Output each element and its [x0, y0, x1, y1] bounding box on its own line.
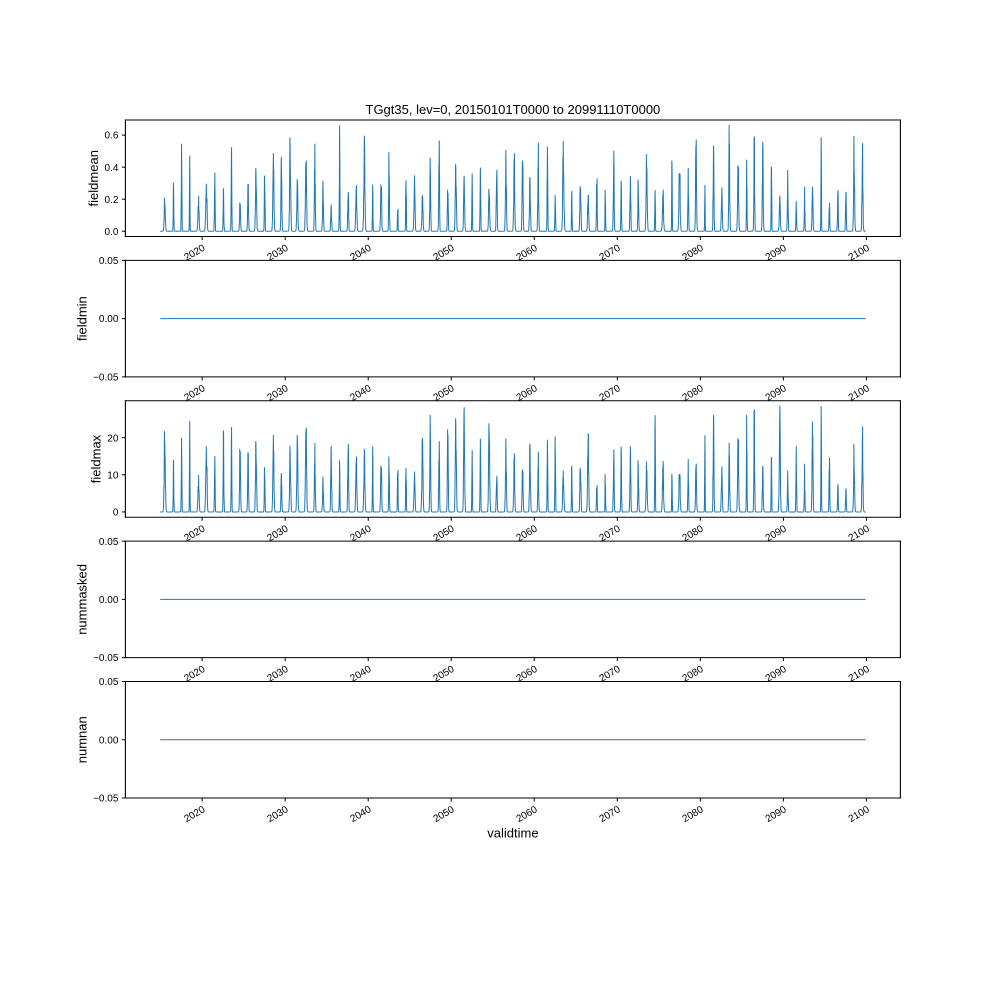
- svg-text:0.05: 0.05: [99, 256, 119, 267]
- svg-text:0: 0: [113, 508, 119, 519]
- svg-text:10: 10: [107, 470, 119, 481]
- svg-text:0.2: 0.2: [104, 195, 118, 206]
- svg-text:−0.05: −0.05: [93, 372, 119, 383]
- svg-text:0.0: 0.0: [104, 227, 118, 238]
- svg-text:fieldmax: fieldmax: [89, 434, 104, 483]
- svg-text:fieldmin: fieldmin: [74, 296, 89, 341]
- svg-text:0.05: 0.05: [99, 677, 119, 688]
- svg-text:validtime: validtime: [487, 826, 538, 841]
- svg-text:0.4: 0.4: [104, 163, 118, 174]
- svg-text:−0.05: −0.05: [93, 794, 119, 805]
- svg-text:TGgt35, lev=0, 20150101T0000 t: TGgt35, lev=0, 20150101T0000 to 20991110…: [366, 102, 661, 117]
- svg-text:0.00: 0.00: [99, 314, 119, 325]
- svg-text:20: 20: [107, 433, 119, 444]
- svg-text:0.6: 0.6: [104, 131, 118, 142]
- svg-text:0.00: 0.00: [99, 595, 119, 606]
- svg-text:numnan: numnan: [74, 716, 89, 763]
- svg-text:0.05: 0.05: [99, 537, 119, 548]
- svg-text:nummasked: nummasked: [74, 564, 89, 635]
- svg-text:0.00: 0.00: [99, 735, 119, 746]
- svg-text:−0.05: −0.05: [93, 653, 119, 664]
- svg-text:fieldmean: fieldmean: [86, 150, 101, 206]
